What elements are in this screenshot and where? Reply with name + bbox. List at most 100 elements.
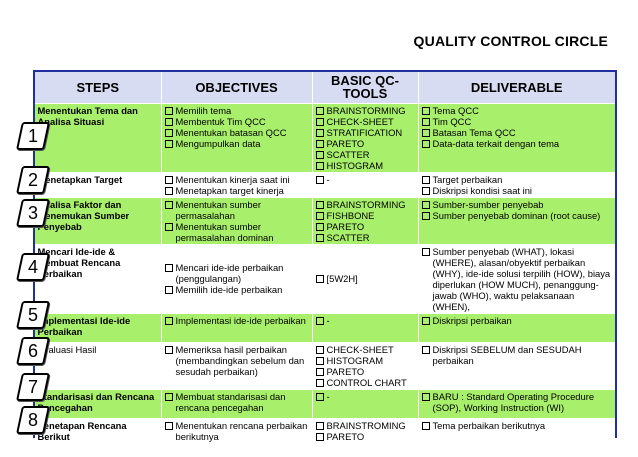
step-number: 8 <box>27 410 38 430</box>
objective-item: Menentukan kinerja saat ini <box>164 174 309 185</box>
step-cell: Analisa Faktor dan Menemukan Sumber Peny… <box>33 196 162 245</box>
tools-cell: BRAINSTROMING PARETO <box>311 417 419 457</box>
step-cell: Evaluasi Hasil <box>33 341 162 390</box>
deliverable-item: Diskripsi kondisi saat ini <box>421 185 613 196</box>
tools-cell: CHECK-SHEET HISTOGRAM PARETO CONTROL CHART <box>311 341 419 390</box>
table-row: Analisa Faktor dan Menemukan Sumber Peny… <box>33 196 617 245</box>
step-number: 2 <box>27 170 38 190</box>
objective-item: Menentukan sumber permasalahan dominan <box>164 221 309 243</box>
step-label: Menetapkan Target <box>37 173 123 185</box>
header-objectives: OBJECTIVES <box>160 70 313 104</box>
deliverable-list: Sumber penyebab (WHAT), lokasi (WHERE), … <box>421 246 613 312</box>
tool-item: - <box>315 391 415 402</box>
objective-item: Menentukan batasan QCC <box>164 127 309 138</box>
tools-cell: [5W2H] <box>311 243 419 314</box>
tool-item: CHECK-SHEET <box>315 344 415 355</box>
objective-list: Menentukan rencana perbaikan berikutnya <box>164 420 309 442</box>
step-label: Standarisasi dan Rencana Pencegahan <box>37 390 155 413</box>
tool-item: HISTOGRAM <box>315 160 415 171</box>
objective-list: Membuat standarisasi dan rencana pencega… <box>164 391 309 413</box>
qcc-table: STEPS OBJECTIVES BASIC QC-TOOLS DELIVERA… <box>33 70 617 457</box>
objective-item: Implementasi ide-ide perbaikan <box>164 315 309 326</box>
deliverable-list: Diskripsi perbaikan <box>421 315 613 326</box>
deliverable-item: Tema QCC <box>421 105 613 116</box>
step-number: 4 <box>27 257 38 277</box>
tool-item: PARETO <box>315 221 415 232</box>
step-cell: Standarisasi dan Rencana Pencegahan <box>33 388 162 419</box>
deliverable-cell: Diskripsi SEBELUM dan SESUDAH perbaikan <box>417 341 617 390</box>
tool-item: CHECK-SHEET <box>315 116 415 127</box>
objective-list: Menentukan sumber permasalahan Menentukan… <box>164 199 309 243</box>
step-cell: Menentukan Tema dan Analisa Situasi <box>33 102 162 173</box>
tool-item: BRAINSTORMING <box>315 105 415 116</box>
tool-item: CONTROL CHART <box>315 377 415 388</box>
objectives-cell: Menentukan rencana perbaikan berikutnya <box>160 417 313 457</box>
step-number: 6 <box>27 340 38 361</box>
deliverable-item: Batasan Tema QCC <box>421 127 613 138</box>
deliverable-item: Sumber-sumber penyebab <box>421 199 613 210</box>
objective-item: Memeriksa hasil perbaikan (membandingkan… <box>164 344 309 377</box>
objective-item: Menentukan sumber permasalahan <box>164 199 309 221</box>
table-row: Menentukan Tema dan Analisa Situasi Memil… <box>33 102 617 173</box>
objectives-cell: Membuat standarisasi dan rencana pencega… <box>160 388 313 419</box>
deliverable-item: Sumber penyebab (WHAT), lokasi (WHERE), … <box>421 246 613 312</box>
objective-item: Membuat standarisasi dan rencana pencega… <box>164 391 309 413</box>
step-cell: Penetapan Rencana Berikut <box>33 417 162 457</box>
step-cell: Menetapkan Target <box>33 171 162 198</box>
deliverable-item: Tema perbaikan berikutnya <box>421 420 613 431</box>
deliverable-item: BARU : Standard Operating Procedure (SOP… <box>421 391 613 413</box>
header-steps: STEPS <box>33 70 162 104</box>
tool-list: - <box>315 315 415 326</box>
tool-list: CHECK-SHEET HISTOGRAM PARETO CONTROL CHART <box>315 344 415 388</box>
deliverable-item: Sumber penyebab dominan (root cause) <box>421 210 613 221</box>
deliverable-cell: Tema perbaikan berikutnya <box>417 417 617 457</box>
table-row: Standarisasi dan Rencana Pencegahan Membu… <box>33 388 617 419</box>
tools-cell: BRAINSTORMING FISHBONE PARETO SCATTER <box>311 196 419 245</box>
step-number-badge: 8 <box>16 406 50 434</box>
tools-cell: - <box>311 171 419 198</box>
tool-list: BRAINSTROMING PARETO <box>315 420 415 442</box>
tool-item: PARETO <box>315 366 415 377</box>
page-title: QUALITY CONTROL CIRCLE <box>413 33 608 49</box>
objective-list: Menentukan kinerja saat ini Menetapkan ta… <box>164 174 309 196</box>
tool-list: BRAINSTORMING CHECK-SHEET STRATIFICATION PA… <box>315 105 415 171</box>
step-number-badge: 1 <box>16 122 50 150</box>
objective-list: Implementasi ide-ide perbaikan <box>164 315 309 326</box>
objective-item: Memilih tema <box>164 105 309 116</box>
tool-item: BRAINSTROMING <box>315 420 415 431</box>
step-number-badge: 6 <box>16 336 50 365</box>
tools-cell: - <box>311 388 419 419</box>
tool-item: SCATTER <box>315 232 415 243</box>
deliverable-item: Target perbaikan <box>421 174 613 185</box>
deliverable-item: Tim QCC <box>421 116 613 127</box>
tool-list: [5W2H] <box>315 273 415 284</box>
step-label: Mencari Ide-ide & Membuat Rencana Perbai… <box>37 245 121 279</box>
deliverable-list: Tema perbaikan berikutnya <box>421 420 613 431</box>
step-label: Penetapan Rencana Berikut <box>37 419 127 442</box>
objective-list: Memeriksa hasil perbaikan (membandingkan… <box>164 344 309 377</box>
deliverable-cell: Tema QCC Tim QCC Batasan Tema QCC Data-data… <box>417 102 617 173</box>
table-row: Implementasi Ide-ide Perbaikan Implementa… <box>33 312 617 343</box>
objective-item: Membentuk Tim QCC <box>164 116 309 127</box>
step-number: 7 <box>27 376 38 397</box>
step-number: 5 <box>27 304 38 325</box>
deliverable-cell: Target perbaikan Diskripsi kondisi saat i… <box>417 171 617 198</box>
objective-item: Memilih ide-ide perbaikan <box>164 284 309 295</box>
header-tools: BASIC QC-TOOLS <box>311 70 419 104</box>
objective-list: Memilih tema Membentuk Tim QCC Menentukan … <box>164 105 309 149</box>
tool-item: - <box>315 174 415 185</box>
objectives-cell: Menentukan sumber permasalahan Menentukan… <box>160 196 313 245</box>
step-number: 3 <box>27 202 38 223</box>
table-row: Evaluasi Hasil Memeriksa hasil perbaikan … <box>33 341 617 390</box>
step-label: Analisa Faktor dan Menemukan Sumber Peny… <box>37 198 130 232</box>
tool-list: - <box>315 391 415 402</box>
tool-list: - <box>315 174 415 185</box>
tool-item: FISHBONE <box>315 210 415 221</box>
deliverable-item: Diskripsi SEBELUM dan SESUDAH perbaikan <box>421 344 613 366</box>
deliverable-list: Sumber-sumber penyebab Sumber penyebab do… <box>421 199 613 221</box>
step-cell: Mencari Ide-ide & Membuat Rencana Perbai… <box>33 243 162 314</box>
objective-list: Mencari ide-ide perbaikan (penggulangan)… <box>164 262 309 295</box>
step-number-badge: 7 <box>16 372 50 401</box>
tool-item: SCATTER <box>315 149 415 160</box>
tools-cell: - <box>311 312 419 343</box>
